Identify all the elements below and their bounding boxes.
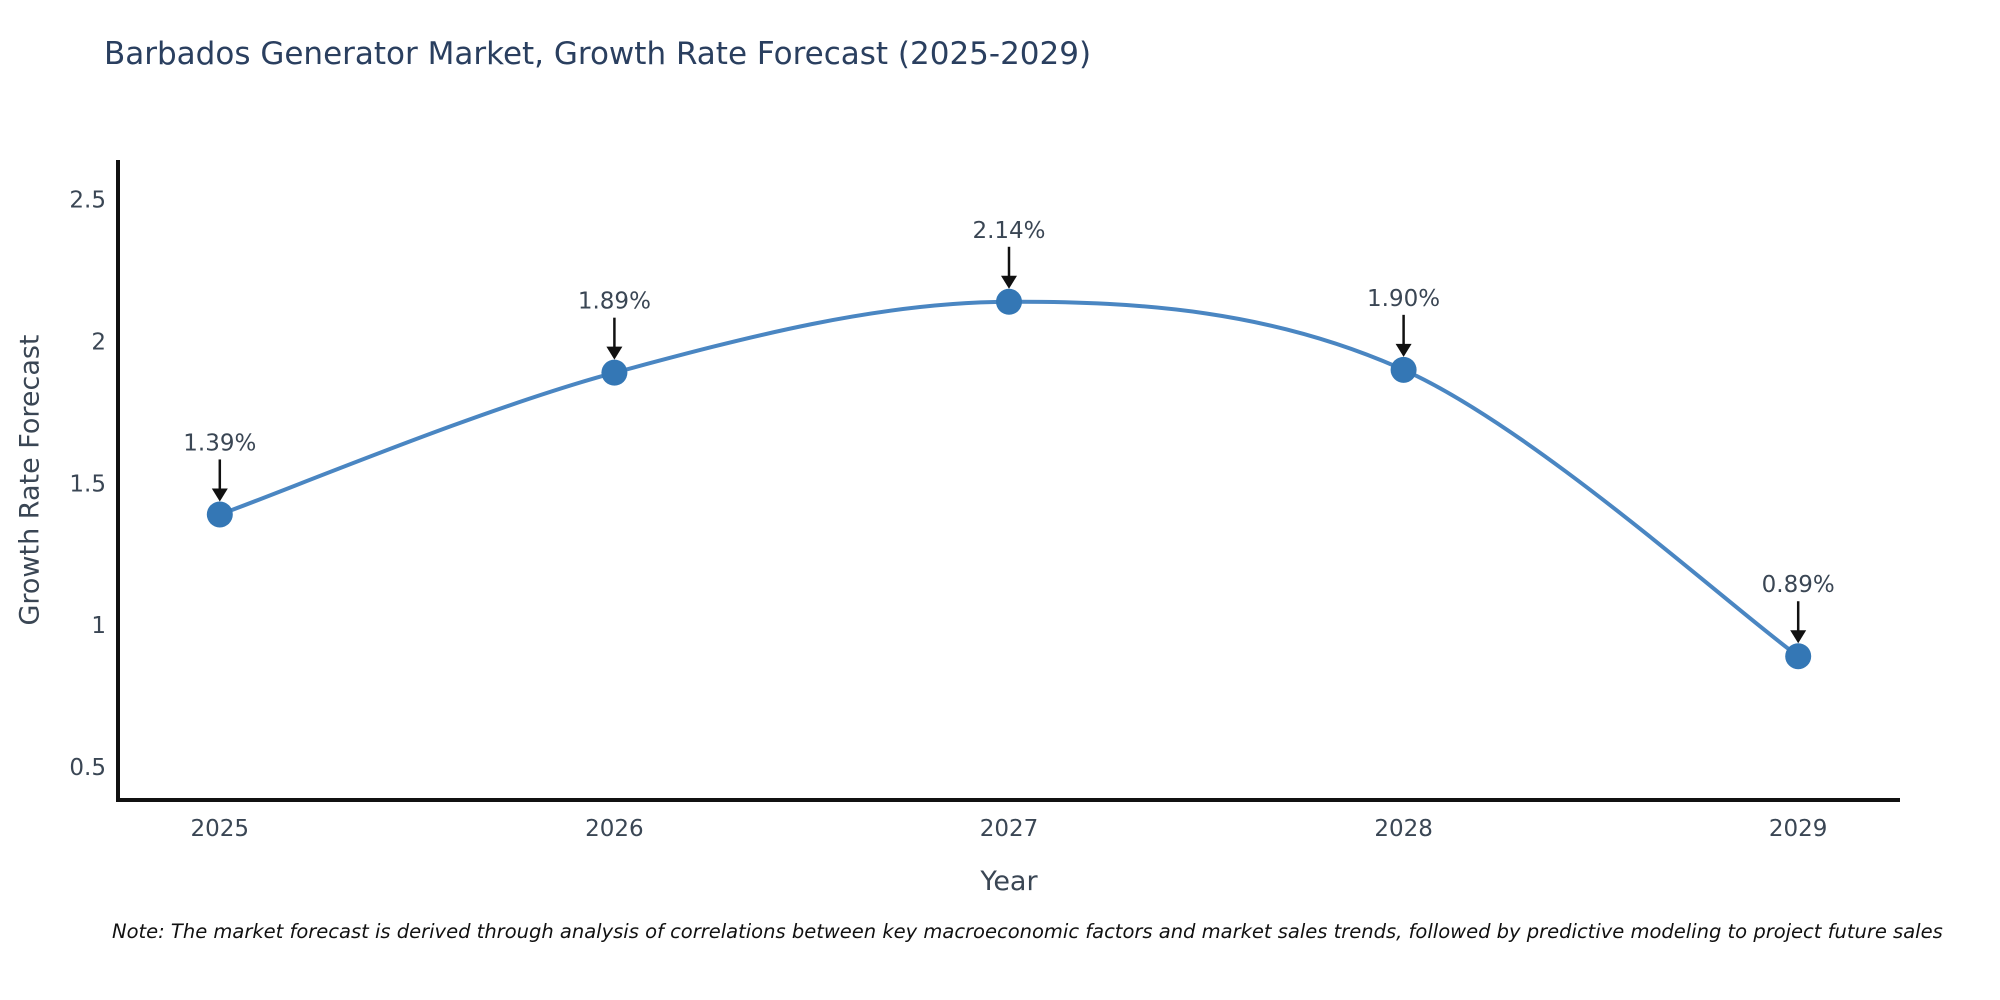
y-tick-label: 2 <box>91 329 106 355</box>
x-axis-title: Year <box>980 866 1038 897</box>
annotation-arrow-head-icon <box>1790 630 1807 644</box>
chart-title: Barbados Generator Market, Growth Rate F… <box>104 36 1092 72</box>
x-tick-label: 2027 <box>980 816 1039 842</box>
footnote: Note: The market forecast is derived thr… <box>112 920 1943 943</box>
data-point-label: 0.89% <box>1762 572 1835 598</box>
x-tick-label: 2028 <box>1374 816 1433 842</box>
data-point-label: 2.14% <box>972 218 1045 244</box>
data-point-label: 1.90% <box>1367 286 1440 312</box>
forecast-line <box>219 299 1800 658</box>
annotation-arrow-head-icon <box>606 346 623 360</box>
annotation-arrow-head-icon <box>1001 275 1017 289</box>
data-point-label: 1.39% <box>183 430 256 456</box>
y-tick-label: 2.5 <box>69 188 106 214</box>
data-point-marker[interactable] <box>601 359 628 386</box>
x-tick-label: 2029 <box>1769 816 1828 842</box>
annotation-arrow-head-icon <box>211 488 228 502</box>
y-tick-label: 1 <box>91 613 106 639</box>
annotation-arrow-head-icon <box>1395 343 1412 357</box>
x-tick-label: 2026 <box>585 816 644 842</box>
data-point-label: 1.89% <box>578 289 651 315</box>
y-tick-label: 0.5 <box>69 755 106 781</box>
y-tick-label: 1.5 <box>69 471 106 497</box>
data-point-marker[interactable] <box>206 501 233 528</box>
data-point-marker[interactable] <box>1390 356 1417 383</box>
data-point-marker[interactable] <box>996 288 1022 315</box>
x-tick-label: 2025 <box>191 816 250 842</box>
data-point-marker[interactable] <box>1785 643 1812 670</box>
